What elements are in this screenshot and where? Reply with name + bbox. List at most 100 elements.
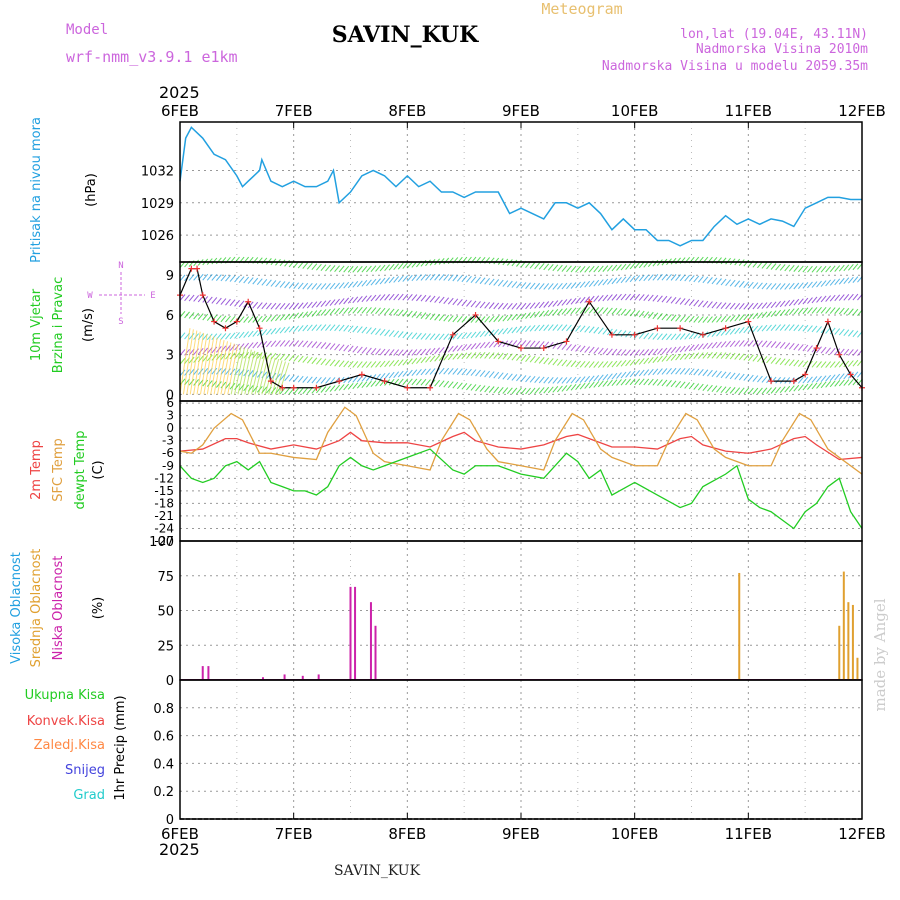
wind-arrow [384,308,390,315]
cloud-tick-label: 25 [157,639,174,654]
wind-arrow [647,332,654,340]
wind-arrow [847,360,854,367]
pressure-line [179,126,862,247]
wind-arrow [406,274,413,282]
wind-arrow [497,372,504,380]
wind-arrow [488,257,495,265]
wind-arrow [206,296,213,304]
wind-gust-marker [654,325,661,332]
wind-arrow [511,281,518,288]
wind-arrow [416,311,422,319]
wind-arrow [488,315,495,323]
wind-arrow [652,333,659,340]
wind-arrow [329,308,336,315]
cloud-tick-label: 75 [157,570,174,585]
wind-arrow [211,297,218,304]
wind-arrow [375,379,381,387]
wind-arrow [807,281,813,289]
wind-arrow [534,262,541,270]
wind-arrow [511,303,518,310]
wind-arrow [447,367,454,375]
wind-arrow [602,361,609,368]
wind-arrow [825,295,832,302]
wind-arrow [638,332,645,339]
wind-arrow [261,257,268,265]
wind-arrow [547,358,554,365]
wind-arrow [479,277,486,285]
wind-arrow [320,283,327,290]
wind-arrow [479,330,486,338]
wind-arrow [284,302,290,310]
wind-arrow [593,295,600,302]
wind-arrow [193,259,200,267]
wind-arrow [766,376,772,384]
wind-arrow [629,359,636,366]
wind-arrow [297,375,304,383]
wind-arrow [634,349,641,356]
wind-arrow [261,302,268,310]
wind-arrow [575,307,581,314]
wind-arrow [702,369,709,377]
wind-arrow [447,353,454,361]
wind-arrow [252,277,259,285]
wind-gust-marker [381,378,388,385]
wind-arrow [834,307,841,315]
wind-arrow [779,342,786,349]
wind-arrow [188,294,195,302]
wind-arrow [488,302,495,309]
wind-arrow [511,313,518,321]
wind-arrow [397,309,404,317]
wind-arrow [547,377,554,384]
wind-arrow [638,261,645,269]
wind-gust-marker [211,318,218,325]
wind-arrow [411,294,418,301]
wind-arrow [652,274,659,281]
wind-arrow [466,300,472,307]
wind-arrow [584,307,591,314]
wind-arrow [607,379,613,387]
wind-arrow [734,340,741,347]
wind-arrow [720,352,727,359]
wind-arrow [770,376,777,384]
wind-arrow [384,379,390,386]
wind-arrow [579,345,586,353]
wind-arrow [588,280,595,288]
wind-arrow [256,315,263,323]
wind-arrow [347,383,354,390]
wind-arrow [657,273,663,281]
wind-arrow [679,353,686,360]
wind-arrow [434,347,440,355]
wind-arrow [511,353,518,361]
wind-arrow [311,301,318,308]
wind-arrow [497,279,504,287]
wind-arrow [607,294,613,301]
wind-arrow [566,298,572,306]
wind-arrow [684,352,691,360]
wind-arrow [375,307,381,315]
wind-arrow [793,265,800,272]
date-tick-bottom: 7FEB [275,825,313,843]
date-tick-bottom: 9FEB [502,825,540,843]
wind-arrow [807,345,813,352]
wind-arrow [588,361,595,368]
wind-arrow [215,367,222,375]
wind-arrow [297,325,304,332]
wind-arrow [538,263,545,270]
wind-arrow [343,383,350,391]
wind-arrow [302,356,309,363]
wind-arrow [734,353,741,360]
wind-arrow [325,342,331,350]
wind-arrow [393,293,400,301]
wind-arrow [338,298,345,305]
grid-layer [180,122,862,820]
wind-arrow [575,376,581,384]
wind-arrow [556,264,563,272]
wind-arrow [666,273,672,281]
wind-arrow [279,387,286,395]
wind-arrow [443,367,450,375]
wind-arrow [502,327,509,335]
wind-arrow [657,333,663,340]
wind-arrow [202,313,209,321]
wind-arrow [825,307,832,314]
